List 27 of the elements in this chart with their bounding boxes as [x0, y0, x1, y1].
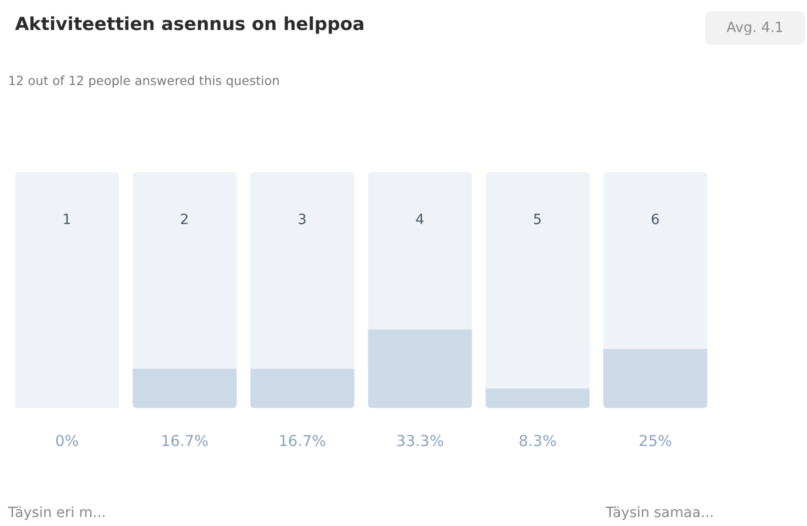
chart-subtitle: 12 out of 12 people answered this question: [8, 73, 280, 88]
data-label: 0%: [55, 432, 79, 450]
x-tick-label: 2: [180, 212, 189, 228]
bar: [368, 172, 472, 330]
bar: [132, 172, 237, 369]
x-tick-label: 1: [62, 212, 72, 228]
bar: [250, 368, 354, 408]
bar: [368, 329, 472, 408]
bar: [486, 172, 590, 388]
x-tick-label: 4: [415, 212, 424, 228]
data-label: 25%: [638, 432, 672, 450]
x-tick-label: 5: [533, 212, 542, 228]
data-label: 16.7%: [278, 432, 326, 450]
text: Avg. 4.1: [705, 11, 805, 45]
x-tick-label: 6: [650, 212, 660, 228]
data-label: 8.3%: [518, 432, 557, 450]
bar: [250, 172, 354, 369]
bar: [132, 368, 237, 408]
bar: [603, 172, 708, 349]
data-label: 16.7%: [160, 432, 208, 450]
x-tick-label: 3: [298, 212, 307, 228]
bar: [486, 388, 590, 408]
text: Täysin eri m...: [8, 505, 106, 521]
data-label: 33.3%: [396, 432, 444, 450]
text: Täysin samaa...: [606, 505, 714, 521]
chart-title: Aktiviteettien asennus on helppoa: [15, 14, 365, 35]
bar: [603, 349, 708, 408]
